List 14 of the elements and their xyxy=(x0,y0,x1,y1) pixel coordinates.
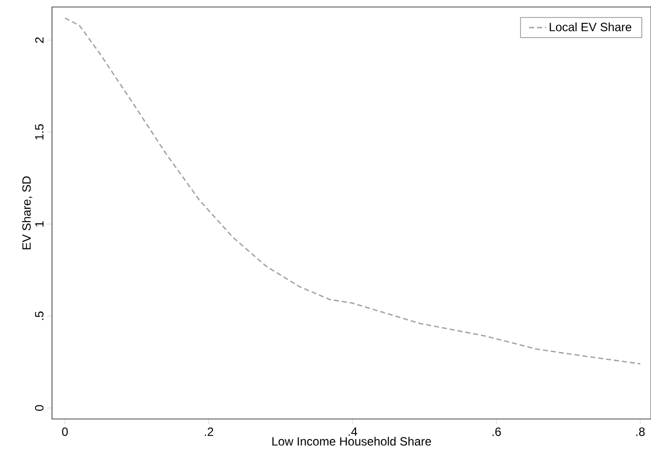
legend-label: Local EV Share xyxy=(550,22,632,32)
y-axis-title: EV Share, SD xyxy=(22,176,32,250)
x-tick-label: .8 xyxy=(636,428,645,436)
x-tick-label: .2 xyxy=(204,428,214,436)
y-tick-label: 1.5 xyxy=(35,124,44,140)
y-tick-label: 0 xyxy=(35,405,44,411)
x-tick-label: .4 xyxy=(348,428,358,436)
y-tick-label: 1 xyxy=(35,221,44,226)
y-tick-label: 2 xyxy=(35,37,44,43)
x-axis-title: Low Income Household Share xyxy=(272,436,432,446)
x-tick-label: .6 xyxy=(492,428,501,436)
y-tick-label: .5 xyxy=(35,312,44,320)
line-series xyxy=(64,17,641,364)
x-tick-label: 0 xyxy=(62,428,68,436)
